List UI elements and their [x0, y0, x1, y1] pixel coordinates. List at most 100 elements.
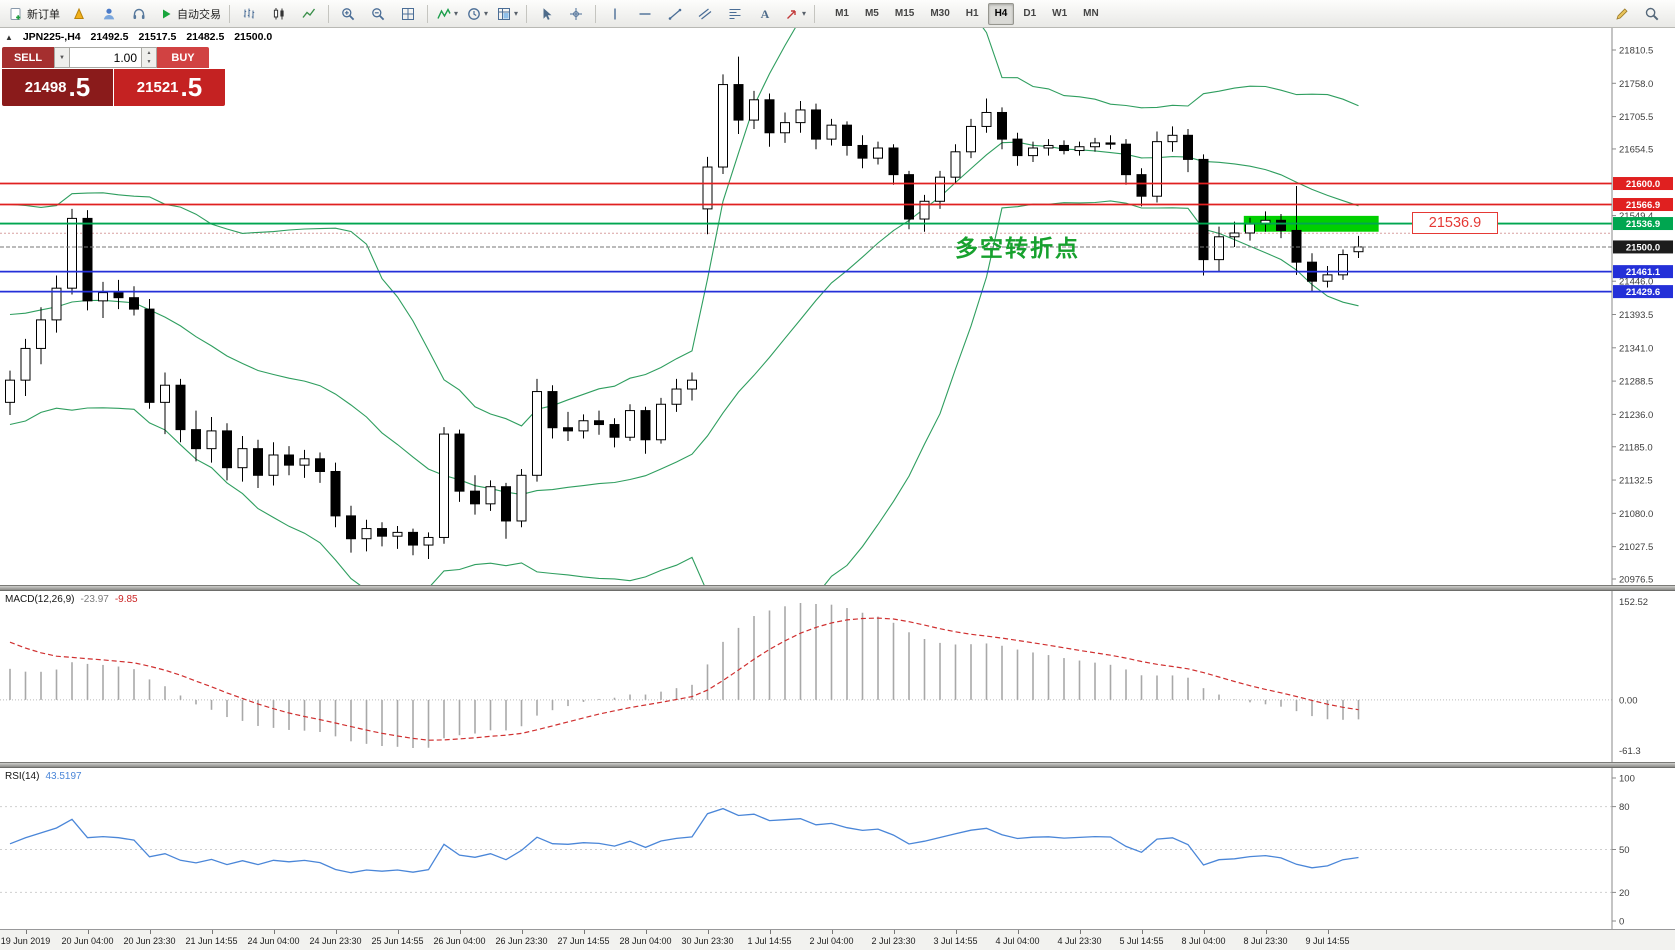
candle-body — [284, 454, 294, 466]
price-axis-label: 21654.5 — [1619, 144, 1653, 155]
timeframe-m30-button[interactable]: M30 — [930, 8, 950, 19]
templates-button[interactable]: ▾ — [492, 2, 522, 26]
metaeditor-button[interactable] — [64, 2, 94, 26]
panel-splitter[interactable] — [0, 762, 1675, 768]
cursor-button[interactable] — [531, 2, 561, 26]
new-order-button[interactable]: 新订单 — [4, 2, 64, 26]
time-axis-tick — [1265, 930, 1267, 934]
candle-body — [1198, 158, 1209, 261]
candle-body — [826, 124, 837, 140]
indicators-button[interactable]: ▾ — [432, 2, 462, 26]
candle-body — [718, 84, 728, 168]
panel-splitter[interactable] — [0, 585, 1675, 591]
bollinger-lower-band — [9, 200, 1359, 585]
rsi-indicator-panel[interactable]: 100 80 50 20 0 RSI(14) 43.5197 — [0, 768, 1675, 929]
candle-body — [253, 448, 263, 476]
price-axis-label: 21549.4 — [1619, 211, 1653, 222]
bar-chart-button[interactable] — [234, 2, 264, 26]
candle-body — [950, 151, 961, 178]
time-axis-label: 24 Jun 23:30 — [309, 936, 362, 946]
volume-input[interactable] — [70, 47, 142, 68]
zoom-out-button[interactable] — [363, 2, 393, 26]
ohlc-readout: JPN225-,H4 21492.5 21517.5 21482.5 21500… — [5, 31, 279, 43]
dropdown-caret-icon: ▾ — [454, 9, 459, 18]
price-axis-label: 21080.0 — [1619, 509, 1653, 520]
timeframe-m5-button[interactable]: M5 — [864, 8, 879, 19]
candle-body — [361, 528, 372, 540]
time-axis-tick — [1017, 930, 1019, 934]
crosshair-button[interactable] — [561, 2, 591, 26]
time-axis-tick — [1203, 930, 1205, 934]
trendline-button[interactable] — [660, 2, 690, 26]
candle-body — [470, 490, 480, 505]
search-button[interactable] — [1637, 2, 1667, 26]
vertical-line-button[interactable] — [600, 2, 630, 26]
edit-button[interactable] — [1607, 2, 1637, 26]
arrow-tools-button[interactable]: ▾ — [780, 2, 810, 26]
candle-body — [392, 531, 403, 537]
time-axis-tick — [831, 930, 833, 934]
buy-price-display[interactable]: 21521 .5 — [114, 69, 225, 106]
line-chart-icon — [302, 8, 316, 18]
price-axis-label: 21810.5 — [1619, 46, 1653, 57]
buy-price-main: 21521 — [136, 79, 179, 96]
timeframe-h1-button[interactable]: H1 — [965, 8, 979, 19]
toolbar-separator — [595, 4, 597, 23]
time-axis-label: 2 Jul 04:00 — [809, 936, 854, 946]
periods-button[interactable]: ▾ — [462, 2, 492, 26]
macd-main-value: -23.97 — [80, 594, 109, 605]
vline-icon — [614, 8, 616, 19]
candle-body — [1353, 246, 1364, 253]
candle-body — [439, 433, 449, 538]
one-click-trading-panel: SELL BUY 21498 .5 21521 .5 — [2, 47, 226, 106]
fibonacci-button[interactable] — [720, 2, 750, 26]
text-tool-button[interactable]: A — [750, 2, 780, 26]
volume-down-button[interactable] — [142, 58, 156, 68]
price-tag — [1613, 177, 1673, 191]
time-axis-tick — [583, 930, 585, 934]
autotrading-button[interactable]: 自动交易 — [154, 2, 225, 26]
volume-up-button[interactable] — [142, 48, 156, 58]
horizontal-line-button[interactable] — [630, 2, 660, 26]
support-button[interactable] — [124, 2, 154, 26]
time-axis[interactable]: 19 Jun 2019 20 Jun 04:00 20 Jun 23:30 21 Ju… — [0, 929, 1675, 950]
timeframe-m15-button[interactable]: M15 — [894, 8, 915, 19]
timeframe-m1-button[interactable]: M1 — [835, 8, 849, 19]
time-axis-label: 21 Jun 14:55 — [185, 936, 238, 946]
price-chart[interactable]: 21810.5 21758.0 21705.5 21654.5 21549.4 21446… — [0, 28, 1675, 585]
time-axis-tick — [769, 930, 771, 934]
buy-button[interactable]: BUY — [157, 47, 209, 68]
price-callout-label[interactable]: 21536.9 — [1412, 212, 1498, 234]
candle-body — [1167, 134, 1178, 143]
candle-body — [811, 109, 821, 140]
timeframe-d1-button[interactable]: D1 — [1023, 8, 1037, 19]
sell-price-frac: .5 — [68, 71, 91, 102]
sell-button[interactable]: SELL — [2, 47, 54, 68]
tile-windows-button[interactable] — [393, 2, 423, 26]
chart-annotation-text[interactable]: 多空转折点 — [955, 235, 1080, 261]
profile-button[interactable] — [94, 2, 124, 26]
volume-dropdown-button[interactable] — [54, 47, 70, 68]
zoom-in-button[interactable] — [333, 2, 363, 26]
candle-body — [966, 125, 976, 153]
candle-body — [857, 144, 868, 159]
main-chart-panel[interactable]: 21810.5 21758.0 21705.5 21654.5 21549.4 21446… — [0, 28, 1675, 585]
sell-price-display[interactable]: 21498 .5 — [2, 69, 113, 106]
macd-name: MACD(12,26,9) — [5, 594, 75, 605]
line-chart-button[interactable] — [294, 2, 324, 26]
timeframe-w1-button[interactable]: W1 — [1052, 8, 1068, 19]
timeframe-mn-button[interactable]: MN — [1083, 8, 1099, 19]
equidistant-channel-button[interactable] — [690, 2, 720, 26]
time-axis-tick — [1327, 930, 1329, 934]
time-axis-tick — [521, 930, 523, 934]
candlestick-chart-button[interactable] — [264, 2, 294, 26]
macd-axis-label: 0.00 — [1619, 695, 1638, 706]
zoom-out-icon — [372, 7, 385, 20]
dropdown-caret-icon: ▾ — [514, 9, 519, 18]
macd-indicator-panel[interactable]: 152.52 0.00 -61.3 MACD(12,26,9) -23.97 -9.85 — [0, 591, 1675, 762]
time-axis-tick — [893, 930, 895, 934]
candle-body — [904, 174, 914, 220]
timeframe-h4-button[interactable]: H4 — [987, 2, 1015, 25]
candle-body — [532, 391, 542, 476]
collapse-triangle-icon[interactable] — [5, 31, 13, 43]
